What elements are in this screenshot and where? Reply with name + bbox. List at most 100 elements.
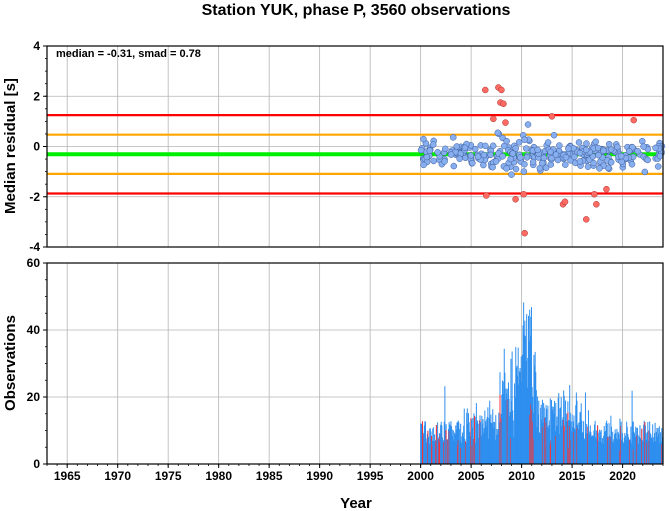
residual-point [500, 142, 508, 150]
residual-point [420, 135, 427, 143]
residual-point [507, 155, 514, 163]
residual-point [523, 145, 530, 152]
residual-point [562, 154, 570, 161]
residual-point [489, 163, 496, 171]
residual-point [524, 121, 532, 128]
y-tick-label: -2 [29, 190, 40, 204]
outlier-point [583, 216, 590, 223]
residual-point [656, 152, 664, 160]
y-tick-label: 4 [33, 39, 40, 53]
residual-point [442, 145, 449, 153]
y-tick-label: 0 [33, 457, 40, 471]
residual-point [607, 159, 615, 166]
outlier-point [482, 86, 489, 94]
residual-point [441, 158, 448, 165]
residual-point [494, 129, 502, 136]
residual-point [430, 141, 437, 148]
residual-point [582, 146, 590, 154]
residual-point [469, 159, 476, 167]
residual-point [447, 151, 455, 158]
residual-point [503, 165, 510, 172]
residual-point [523, 154, 531, 161]
outlier-point [603, 185, 610, 193]
outlier-point [591, 190, 598, 198]
x-tick-label: 1990 [306, 469, 333, 483]
residual-point [423, 153, 431, 161]
residual-point [554, 156, 562, 164]
residual-point [565, 145, 572, 152]
residual-point [628, 161, 636, 168]
residual-point [512, 165, 520, 173]
residual-point [515, 139, 523, 146]
residual-point [449, 134, 457, 141]
residual-point [562, 161, 569, 168]
residual-point [489, 142, 497, 150]
residual-point [542, 164, 550, 172]
year-x-ticks: 1965 1970 1975 1980 1985 1990 1995 2000 2005 2010… [46, 464, 664, 483]
residual-point [595, 151, 602, 159]
residual-point [644, 156, 651, 164]
x-tick-label: 1970 [104, 469, 131, 483]
x-tick-label: 2000 [407, 469, 434, 483]
residual-y-ticks: 4 2 0 -2 -4 [29, 39, 47, 254]
residual-point [584, 163, 592, 170]
outlier-point [498, 86, 505, 94]
residual-point [517, 154, 524, 161]
residual-point [540, 154, 548, 162]
residual-point [482, 142, 489, 150]
outlier-point [500, 100, 507, 108]
residual-point [548, 154, 555, 162]
residual-point [652, 144, 659, 152]
residual-point [641, 168, 649, 176]
residual-point [596, 165, 603, 172]
x-tick-label: 2015 [559, 469, 586, 483]
residual-point [453, 143, 461, 150]
residual-point [576, 158, 584, 165]
y-tick-label: 60 [27, 256, 41, 270]
x-tick-label: 1980 [205, 469, 232, 483]
residual-point [420, 161, 427, 169]
observations-bars [420, 302, 664, 464]
residual-point [614, 143, 621, 151]
x-tick-label: 1985 [256, 469, 283, 483]
residual-point [556, 142, 563, 149]
residual-point [625, 147, 633, 155]
residual-point [487, 151, 494, 159]
residual-point [509, 150, 517, 157]
residual-y-label: Median residual [s] [2, 78, 19, 214]
outlier-point [548, 113, 556, 120]
residual-point [520, 168, 528, 175]
outlier-point [512, 196, 519, 203]
residual-point [492, 158, 500, 165]
outlier-point [490, 115, 497, 123]
x-axis-label: Year [340, 495, 372, 511]
observations-y-label: Observations [2, 315, 19, 411]
x-tick-label: 1995 [357, 469, 384, 483]
outlier-point [593, 201, 600, 208]
observations-y-ticks: 60 40 20 0 [27, 256, 47, 471]
chart-title: Station YUK, phase P, 3560 observations [202, 2, 511, 19]
residual-point [605, 140, 613, 148]
y-tick-label: -4 [29, 240, 40, 254]
outlier-point [502, 119, 509, 126]
residual-point [552, 151, 560, 158]
residual-point [521, 136, 528, 144]
residual-point [499, 153, 506, 160]
residual-point [538, 159, 546, 167]
residual-point [617, 152, 625, 160]
residual-point [456, 155, 463, 163]
residual-point [583, 140, 590, 147]
y-tick-label: 40 [27, 323, 41, 337]
residual-point [575, 139, 583, 146]
residual-point [576, 149, 584, 157]
x-tick-label: 2010 [508, 469, 535, 483]
residual-point [426, 147, 434, 154]
reference-lines [47, 113, 663, 195]
outlier-point [520, 190, 527, 198]
residual-point [461, 144, 469, 152]
stats-annotation: median = -0.31, smad = 0.78 [56, 48, 201, 60]
residual-point [529, 158, 537, 166]
residual-point [634, 147, 641, 155]
residual-point [508, 171, 515, 178]
